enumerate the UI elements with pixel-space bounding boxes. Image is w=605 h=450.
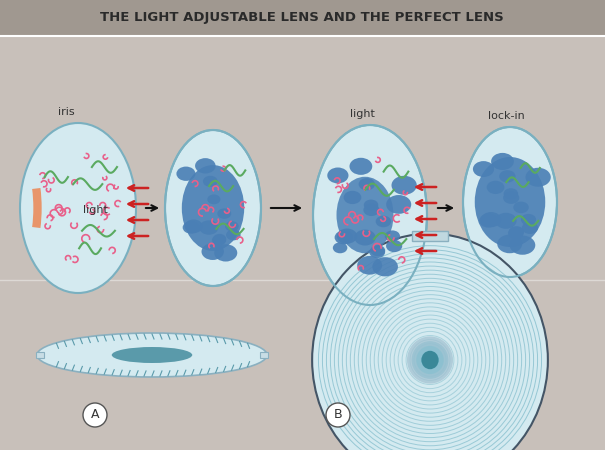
Ellipse shape [199, 220, 218, 235]
Ellipse shape [203, 176, 218, 187]
Ellipse shape [522, 222, 538, 234]
Ellipse shape [112, 347, 192, 363]
Ellipse shape [473, 161, 494, 177]
Ellipse shape [386, 240, 402, 252]
Ellipse shape [509, 235, 535, 255]
Ellipse shape [475, 157, 545, 247]
Ellipse shape [521, 214, 536, 225]
Circle shape [326, 403, 350, 427]
Ellipse shape [355, 230, 376, 246]
Ellipse shape [165, 130, 261, 286]
Ellipse shape [503, 188, 518, 199]
Text: B: B [334, 409, 342, 422]
Ellipse shape [225, 221, 239, 231]
Ellipse shape [391, 176, 417, 195]
Ellipse shape [370, 245, 385, 256]
Ellipse shape [20, 123, 136, 293]
Ellipse shape [183, 221, 199, 234]
Text: lock-in: lock-in [488, 111, 525, 121]
Ellipse shape [208, 194, 220, 204]
Ellipse shape [350, 158, 372, 175]
Ellipse shape [195, 158, 215, 174]
Ellipse shape [213, 234, 226, 244]
Ellipse shape [508, 227, 524, 239]
Ellipse shape [369, 246, 385, 258]
Ellipse shape [421, 351, 439, 369]
Ellipse shape [513, 202, 529, 213]
FancyBboxPatch shape [412, 231, 448, 241]
Ellipse shape [463, 127, 557, 277]
Ellipse shape [481, 212, 501, 227]
Ellipse shape [486, 181, 505, 194]
Text: A: A [91, 409, 99, 422]
Ellipse shape [491, 153, 514, 170]
Text: light: light [350, 109, 375, 119]
Ellipse shape [344, 191, 361, 204]
Ellipse shape [526, 168, 551, 187]
Ellipse shape [407, 337, 453, 383]
Ellipse shape [411, 341, 448, 379]
Ellipse shape [421, 351, 439, 369]
Ellipse shape [182, 165, 244, 251]
Ellipse shape [376, 216, 391, 227]
Ellipse shape [201, 243, 224, 260]
Ellipse shape [372, 257, 398, 276]
Ellipse shape [185, 220, 203, 233]
Ellipse shape [386, 195, 411, 214]
Ellipse shape [385, 230, 400, 242]
Ellipse shape [217, 208, 231, 219]
Ellipse shape [499, 170, 515, 183]
Ellipse shape [357, 256, 382, 274]
Ellipse shape [425, 356, 434, 364]
Ellipse shape [503, 192, 519, 204]
Text: iris: iris [58, 107, 74, 117]
Ellipse shape [364, 204, 379, 216]
Ellipse shape [416, 346, 444, 374]
Ellipse shape [337, 229, 357, 244]
Ellipse shape [37, 333, 267, 377]
Ellipse shape [495, 213, 517, 229]
FancyBboxPatch shape [260, 352, 268, 358]
Text: THE LIGHT ADJUSTABLE LENS AND THE PERFECT LENS: THE LIGHT ADJUSTABLE LENS AND THE PERFEC… [100, 12, 504, 24]
Ellipse shape [364, 199, 378, 211]
Ellipse shape [212, 235, 226, 246]
Ellipse shape [335, 230, 353, 244]
Ellipse shape [226, 230, 241, 240]
Ellipse shape [336, 177, 393, 253]
Ellipse shape [333, 243, 347, 253]
Ellipse shape [479, 214, 497, 228]
Ellipse shape [497, 234, 522, 253]
Ellipse shape [214, 244, 237, 261]
Ellipse shape [509, 226, 524, 237]
Ellipse shape [313, 125, 427, 305]
Text: light: light [83, 205, 108, 215]
FancyBboxPatch shape [0, 0, 605, 35]
FancyBboxPatch shape [36, 352, 44, 358]
Ellipse shape [177, 166, 195, 181]
Circle shape [83, 403, 107, 427]
Ellipse shape [312, 234, 548, 450]
Ellipse shape [359, 178, 375, 190]
Ellipse shape [327, 167, 348, 184]
